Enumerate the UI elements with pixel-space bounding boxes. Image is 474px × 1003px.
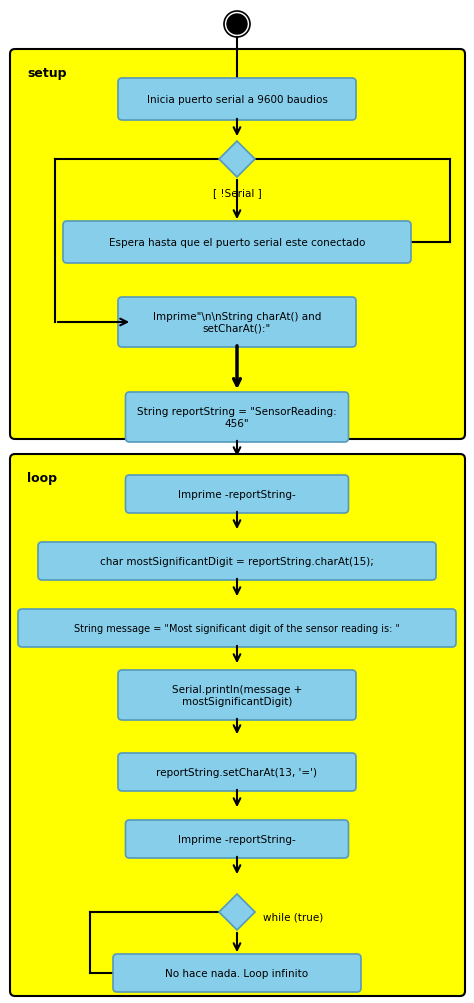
FancyBboxPatch shape <box>18 610 456 647</box>
FancyBboxPatch shape <box>10 454 465 996</box>
Circle shape <box>227 15 247 35</box>
Text: reportString.setCharAt(13, '='): reportString.setCharAt(13, '=') <box>156 767 318 777</box>
Text: Imprime"\n\nString charAt() and
setCharAt():": Imprime"\n\nString charAt() and setCharA… <box>153 312 321 333</box>
FancyBboxPatch shape <box>118 298 356 348</box>
Text: while (true): while (true) <box>263 911 323 921</box>
Text: String reportString = "SensorReading:
456": String reportString = "SensorReading: 45… <box>137 407 337 428</box>
Text: setup: setup <box>27 67 66 80</box>
Text: [ !Serial ]: [ !Serial ] <box>213 188 261 198</box>
FancyBboxPatch shape <box>63 222 411 264</box>
Polygon shape <box>219 894 255 930</box>
Polygon shape <box>219 141 255 178</box>
FancyBboxPatch shape <box>126 820 348 859</box>
Text: loop: loop <box>27 471 57 484</box>
FancyBboxPatch shape <box>126 475 348 514</box>
Text: Inicia puerto serial a 9600 baudios: Inicia puerto serial a 9600 baudios <box>146 95 328 105</box>
Text: Imprime -reportString-: Imprime -reportString- <box>178 834 296 845</box>
FancyBboxPatch shape <box>118 753 356 791</box>
Text: Espera hasta que el puerto serial este conectado: Espera hasta que el puerto serial este c… <box>109 238 365 248</box>
FancyBboxPatch shape <box>126 392 348 442</box>
FancyBboxPatch shape <box>113 954 361 992</box>
Text: char mostSignificantDigit = reportString.charAt(15);: char mostSignificantDigit = reportString… <box>100 557 374 567</box>
FancyBboxPatch shape <box>118 79 356 121</box>
Text: Imprime -reportString-: Imprime -reportString- <box>178 489 296 499</box>
FancyBboxPatch shape <box>118 670 356 720</box>
Text: No hace nada. Loop infinito: No hace nada. Loop infinito <box>165 968 309 978</box>
Text: String message = "Most significant digit of the sensor reading is: ": String message = "Most significant digit… <box>74 624 400 633</box>
FancyBboxPatch shape <box>10 50 465 439</box>
FancyBboxPatch shape <box>38 543 436 581</box>
Text: Serial.println(message +
mostSignificantDigit): Serial.println(message + mostSignificant… <box>172 684 302 706</box>
